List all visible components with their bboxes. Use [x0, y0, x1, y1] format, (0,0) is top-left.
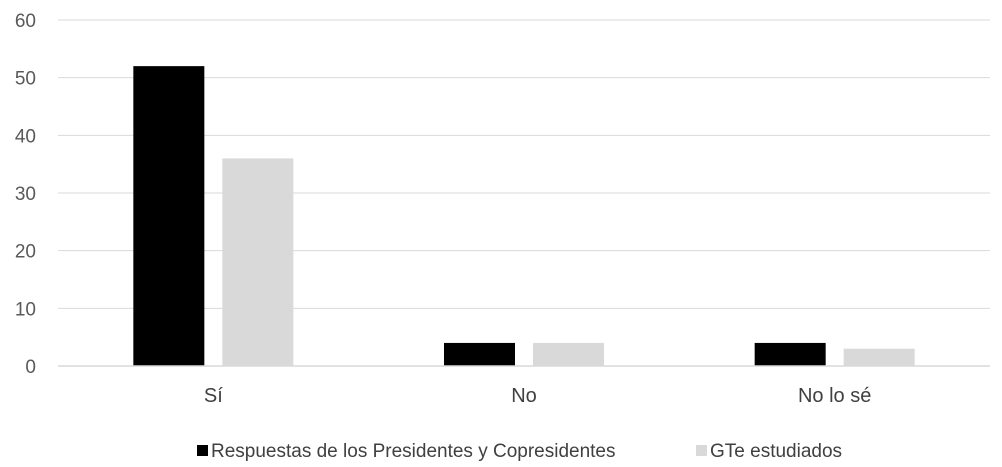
legend: Respuestas de los Presidentes y Copresid…	[197, 441, 842, 462]
y-tick-label: 40	[15, 126, 36, 147]
x-category-label: No lo sé	[798, 385, 871, 407]
y-axis-ticks: 0 10 20 30 40 50 60	[15, 11, 36, 378]
y-tick-label: 20	[15, 242, 36, 263]
y-tick-label: 50	[15, 69, 36, 90]
bar	[133, 66, 205, 366]
bar	[843, 348, 915, 366]
bar	[533, 342, 604, 366]
y-tick-label: 30	[15, 184, 36, 205]
category-labels: Sí No No lo sé	[204, 385, 871, 407]
legend-swatch	[197, 445, 208, 456]
bar	[754, 342, 826, 366]
gridlines	[58, 19, 990, 309]
y-tick-label: 0	[25, 357, 36, 378]
legend-label: GTe estudiados	[710, 441, 842, 462]
legend-label: Respuestas de los Presidentes y Copresid…	[211, 441, 616, 462]
y-tick-label: 10	[15, 299, 36, 320]
bars	[133, 66, 915, 366]
bar	[222, 158, 294, 366]
y-tick-label: 60	[15, 11, 36, 32]
bar	[444, 342, 515, 366]
x-category-label: Sí	[204, 385, 223, 407]
x-category-label: No	[511, 385, 537, 407]
legend-swatch	[696, 445, 707, 456]
